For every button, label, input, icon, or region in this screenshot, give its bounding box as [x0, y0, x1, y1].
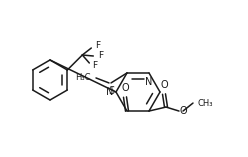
Text: CH₃: CH₃ [197, 99, 213, 108]
Text: F: F [95, 41, 100, 51]
Text: O: O [121, 83, 129, 93]
Text: S: S [108, 86, 114, 96]
Text: N: N [106, 87, 113, 97]
Text: O: O [180, 106, 188, 116]
Text: F: F [98, 51, 103, 60]
Text: N: N [145, 77, 153, 87]
Text: F: F [92, 62, 97, 70]
Text: H₃C: H₃C [75, 73, 91, 82]
Text: O: O [160, 80, 168, 90]
